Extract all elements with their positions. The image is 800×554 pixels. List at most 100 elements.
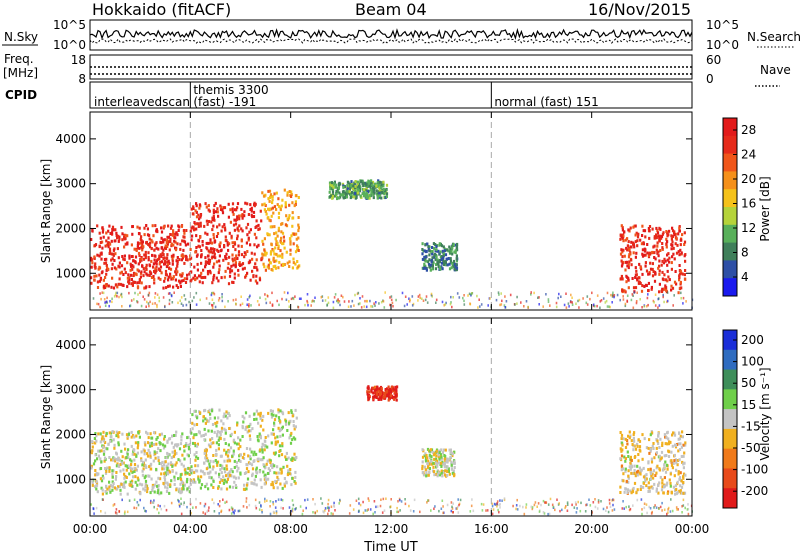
scatter-cell [144,286,147,290]
scatter-cell [232,438,236,442]
scatter-cell [631,472,634,475]
scatter-cell [455,245,459,249]
scatter-cell [663,476,666,480]
scatter-cell [300,297,302,300]
scatter-cell [653,256,656,259]
scatter-cell [160,226,163,230]
scatter-cell [166,235,169,239]
scatter-cell [425,454,428,457]
scatter-cell [99,467,103,470]
scatter-cell [123,254,126,258]
scatter-cell [657,442,660,445]
scatter-cell [183,277,186,281]
scatter-cell [162,253,165,257]
scatter-cell [362,511,365,515]
scatter-cell [252,210,256,214]
scatter-cell [440,261,443,265]
scatter-cell [292,257,295,261]
scatter-cell [228,427,231,430]
scatter-cell [146,432,149,436]
scatter-cell [284,201,287,205]
scatter-cell [179,477,183,481]
scatter-cell [250,206,253,210]
scatter-cell [641,224,644,228]
scatter-cell [112,458,115,462]
scatter-cell [153,248,156,252]
scatter-cell [180,489,184,493]
scatter-cell [447,467,450,471]
scatter-cell [195,423,199,426]
scatter-cell [634,447,638,451]
scatter-cell [272,258,275,262]
scatter-cell [140,257,143,261]
colorbar-swatch [723,242,737,261]
scatter-cell [248,303,250,306]
scatter-cell [186,273,189,277]
scatter-cell [385,394,389,398]
scatter-cell [679,282,682,286]
scatter-cell [117,485,120,489]
cpid-segment-label: interleavedscan [94,95,190,109]
scatter-cell [439,250,442,254]
scatter-cell [255,506,258,510]
scatter-cell [199,298,201,302]
scatter-cell [212,275,215,279]
scatter-cell [369,193,372,197]
scatter-cell [296,248,299,252]
scatter-cell [247,470,250,474]
scatter-cell [406,303,408,306]
scatter-cell [516,302,518,305]
scatter-cell [645,473,648,477]
scatter-cell [264,253,267,257]
scatter-cell [259,424,262,428]
scatter-cell [180,224,183,228]
scatter-cell [363,188,366,192]
scatter-cell [103,459,106,463]
scatter-cell [421,455,425,459]
scatter-cell [411,295,414,298]
scatter-cell [446,503,449,507]
scatter-cell [354,293,356,297]
scatter-cell [450,295,452,299]
scatter-cell [633,481,637,485]
scatter-cell [274,442,277,446]
scatter-cell [358,502,360,505]
scatter-cell [212,236,215,240]
scatter-cell [186,277,189,281]
scatter-cell [290,234,293,238]
scatter-cell [421,471,424,475]
scatter-cell [105,231,108,235]
scatter-cell [277,471,280,475]
scatter-cell [103,258,107,261]
scatter-cell [267,263,270,267]
scatter-cell [350,193,353,197]
x-tick-label: 20:00 [574,522,609,536]
scatter-cell [622,260,625,264]
scatter-cell [456,507,458,510]
scatter-cell [285,457,288,461]
scatter-cell [247,213,250,216]
scatter-cell [183,468,186,472]
scatter-cell [358,509,360,513]
scatter-cell [171,257,174,261]
scatter-cell [236,442,239,446]
scatter-cell [648,505,650,509]
scatter-cell [649,467,652,471]
scatter-cell [200,276,203,280]
scatter-cell [190,256,193,260]
scatter-cell [101,270,104,274]
scatter-cell [148,237,151,241]
scatter-cell [165,241,168,245]
scatter-cell [531,507,534,511]
scatter-cell [374,182,377,186]
scatter-cell [261,442,264,446]
scatter-cell [281,252,284,256]
scatter-cell [146,441,150,445]
scatter-cell [99,305,101,309]
scatter-cell [137,430,140,434]
scatter-cell [279,482,282,486]
scatter-cell [248,230,251,234]
scatter-cell [199,486,202,490]
scatter-cell [649,261,652,265]
scatter-cell [637,453,640,456]
